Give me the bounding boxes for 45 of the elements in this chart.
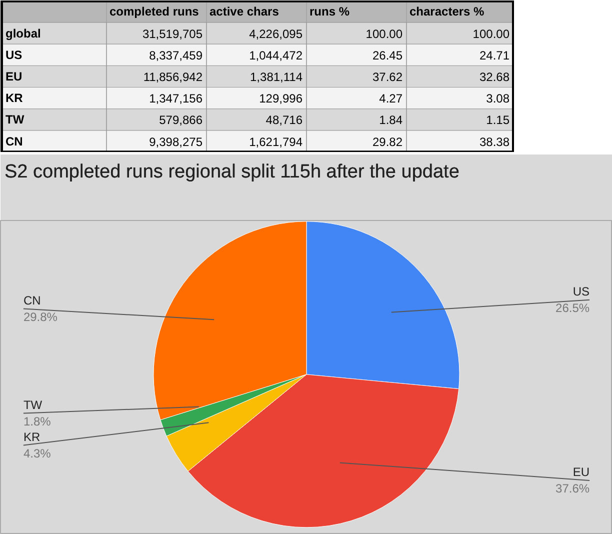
data-label: 4.27 [379, 92, 403, 106]
data-label: 37.6% [556, 482, 590, 496]
data-label: 29.8% [23, 310, 58, 324]
data-label: 26.45 [372, 48, 403, 62]
series-label: characters % [410, 4, 485, 19]
category-label: global [6, 26, 41, 40]
chart-title: S2 completed runs regional split 115h after the update [4, 162, 460, 182]
category-label: CN [6, 134, 23, 148]
data-label: 4,226,095 [249, 26, 303, 41]
data-label: 1.84 [379, 113, 403, 128]
category-label: EU [6, 70, 22, 84]
data-label: 1,621,794 [249, 134, 303, 149]
slice-label: CN [23, 293, 41, 308]
series-label: active chars [210, 4, 280, 19]
data-label: 38.38 [479, 134, 510, 149]
data-label: 24.71 [479, 48, 510, 62]
slice-label: EU [572, 465, 590, 480]
data-label: 1,381,114 [250, 70, 303, 84]
data-label: 579,866 [159, 113, 203, 128]
data-label: 1,044,472 [249, 48, 303, 62]
data-label: 48,716 [266, 113, 303, 128]
slice-label: US [572, 284, 590, 299]
data-label: 1.15 [486, 113, 510, 128]
category-label: KR [6, 91, 24, 106]
data-label: 11,856,942 [143, 70, 203, 84]
data-label: 3.08 [486, 92, 510, 106]
data-label: 32.68 [479, 70, 510, 84]
data-label: 129,996 [259, 92, 303, 106]
data-label: 100.00 [472, 26, 510, 41]
category-label: TW [6, 112, 25, 127]
slice-label: KR [23, 430, 40, 444]
data-label: 8,337,459 [149, 48, 203, 62]
data-label: 9,398,275 [149, 134, 203, 149]
data-label: 1,347,156 [149, 92, 203, 106]
series-label: completed runs [110, 4, 200, 19]
data-label: 4.3% [23, 446, 52, 461]
data-label: 31,519,705 [142, 26, 203, 41]
data-label: 29.82 [372, 134, 403, 149]
data-label: 26.5% [556, 301, 590, 316]
data-label: 37.62 [372, 70, 403, 84]
data-label: 1.8% [23, 414, 52, 428]
data-label: 100.00 [366, 26, 403, 41]
series-label: runs % [310, 4, 350, 19]
category-label: US [6, 48, 22, 62]
slice-label: TW [23, 398, 43, 412]
